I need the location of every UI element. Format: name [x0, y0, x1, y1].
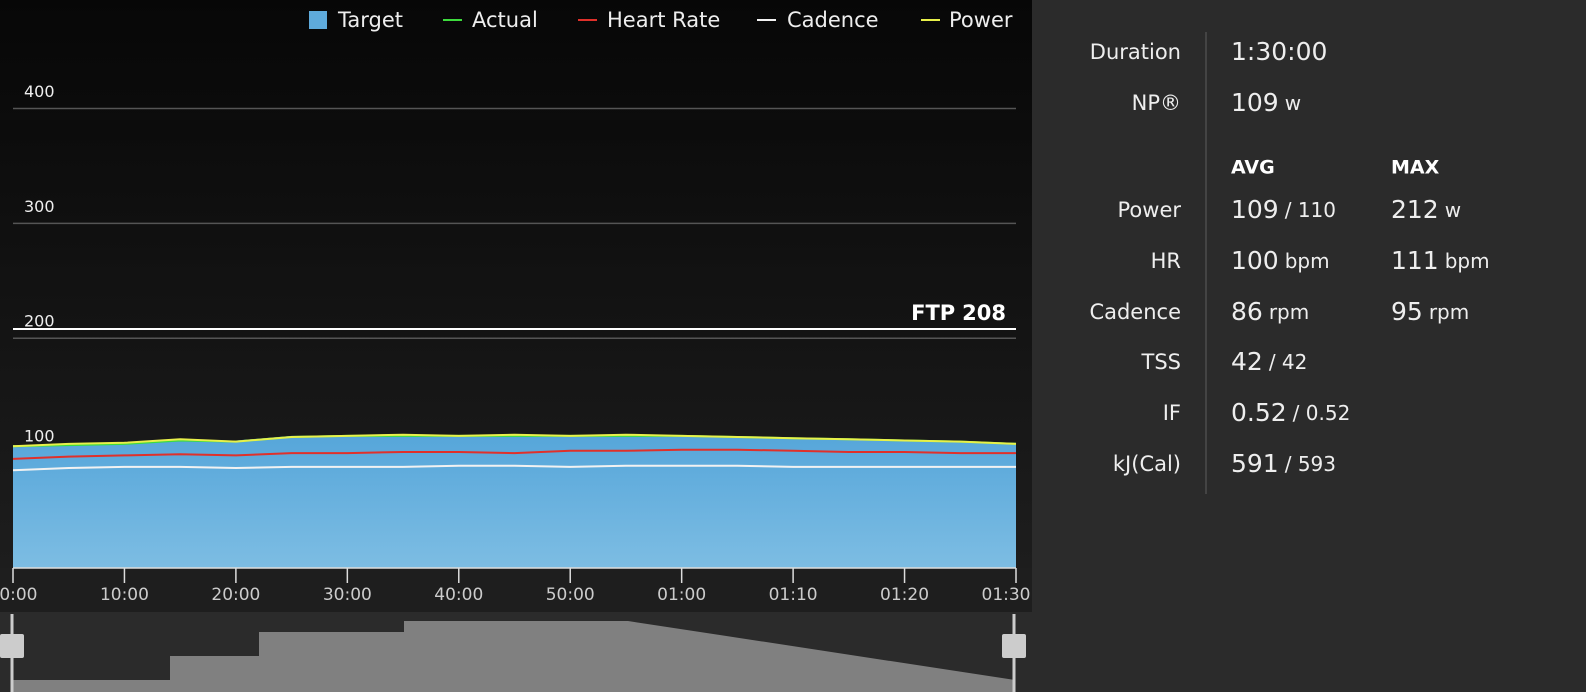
value-main: 109 — [1231, 88, 1279, 117]
value-small: bpm — [1285, 249, 1330, 273]
stat-avg: 591/ 593 — [1231, 449, 1336, 478]
value-main: 591 — [1231, 449, 1279, 478]
stat-avg: 0.52/ 0.52 — [1231, 398, 1350, 427]
legend-swatch — [309, 11, 327, 29]
value-main: 0.52 — [1231, 398, 1287, 427]
value-main: 111 — [1391, 246, 1439, 275]
x-tick-label: 30:00 — [323, 585, 372, 605]
series-line — [12, 448, 1016, 460]
nav-handle-left[interactable] — [0, 634, 24, 658]
ftp-value: 208 — [962, 301, 1006, 325]
value-small: w — [1445, 198, 1461, 222]
stat-max: 111 bpm — [1391, 246, 1490, 275]
stat-max: 212 w — [1391, 195, 1461, 224]
stat-value: 109 w — [1231, 88, 1301, 117]
value-main: 1:30:00 — [1231, 37, 1327, 66]
ftp-label: FTP 208 — [911, 301, 1006, 325]
legend-label[interactable]: Target — [337, 8, 403, 32]
stat-label: Cadence — [1089, 300, 1181, 324]
stat-label: TSS — [1141, 350, 1182, 374]
stat-avg: 109/ 110 — [1231, 195, 1336, 224]
legend-label[interactable]: Heart Rate — [607, 8, 720, 32]
y-tick-label: 200 — [24, 312, 55, 331]
summary-panel — [1032, 0, 1586, 692]
x-tick-label: 01:20 — [880, 585, 929, 605]
navigator-profile — [13, 621, 1015, 692]
x-tick-label: 40:00 — [434, 585, 483, 605]
y-tick-label: 300 — [24, 197, 55, 216]
column-header: AVG — [1231, 157, 1275, 179]
column-header: MAX — [1391, 157, 1440, 179]
ftp-label-text: FTP — [911, 301, 955, 325]
stat-label: Duration — [1090, 40, 1181, 64]
series-line — [12, 464, 1016, 472]
value-small: w — [1285, 91, 1301, 115]
value-small: / 110 — [1285, 198, 1336, 222]
x-tick-label: 10:00 — [100, 585, 149, 605]
x-tick-label: 01:30 — [982, 585, 1031, 605]
legend-label[interactable]: Actual — [472, 8, 538, 32]
stat-avg: 42/ 42 — [1231, 347, 1307, 376]
value-main: 109 — [1231, 195, 1279, 224]
stat-avg: 100 bpm — [1231, 246, 1330, 275]
x-tick-label: 20:00 — [211, 585, 260, 605]
value-small: rpm — [1429, 300, 1469, 324]
y-tick-label: 400 — [24, 82, 55, 101]
x-tick-label: 01:00 — [657, 585, 706, 605]
stat-label: NP® — [1132, 91, 1181, 115]
value-small: bpm — [1445, 249, 1490, 273]
axis-bg — [0, 568, 1032, 612]
stat-label: IF — [1163, 401, 1181, 425]
value-main: 100 — [1231, 246, 1279, 275]
x-tick-label: 01:10 — [769, 585, 818, 605]
nav-handle-right[interactable] — [1002, 634, 1026, 658]
series-line — [12, 433, 1017, 448]
target-area — [13, 435, 1016, 568]
stat-avg: 86 rpm — [1231, 297, 1309, 326]
value-small: / 42 — [1269, 350, 1308, 374]
x-tick-label: 50:00 — [546, 585, 595, 605]
value-main: 95 — [1391, 297, 1423, 326]
stat-label: Power — [1118, 198, 1182, 222]
value-small: / 0.52 — [1293, 401, 1351, 425]
legend-label[interactable]: Cadence — [787, 8, 879, 32]
stat-label: HR — [1151, 249, 1181, 273]
legend-label[interactable]: Power — [949, 8, 1013, 32]
value-main: 86 — [1231, 297, 1263, 326]
stat-label: kJ(Cal) — [1113, 452, 1181, 476]
y-tick-label: 100 — [24, 427, 55, 446]
value-main: 212 — [1391, 195, 1439, 224]
stat-value: 1:30:00 — [1231, 37, 1327, 66]
value-small: rpm — [1269, 300, 1309, 324]
x-tick-label: 00:00 — [0, 585, 38, 605]
value-small: / 593 — [1285, 452, 1336, 476]
stat-max: 95 rpm — [1391, 297, 1469, 326]
value-main: 42 — [1231, 347, 1263, 376]
